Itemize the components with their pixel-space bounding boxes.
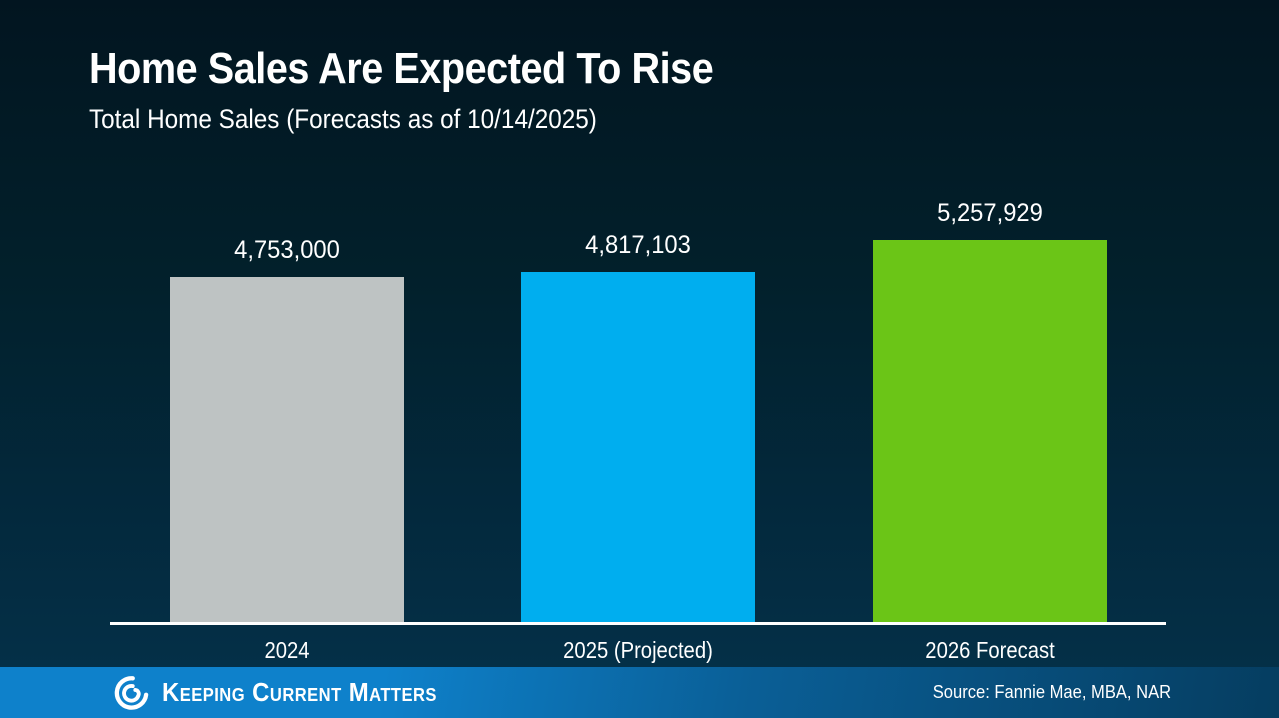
bar-rect-2026-forecast (873, 240, 1107, 622)
bar-group-2026-forecast: 5,257,929 2026 Forecast (873, 199, 1107, 663)
value-label: 4,753,000 (234, 236, 340, 264)
bar-group-2025-projected: 4,817,103 2025 (Projected) (521, 231, 755, 663)
value-label: 4,817,103 (585, 231, 691, 259)
brand-lockup: Keeping Current Matters (112, 667, 461, 718)
source-attribution: Source: Fannie Mae, MBA, NAR (932, 682, 1171, 702)
brand-name: Keeping Current Matters (162, 677, 437, 707)
category-label: 2024 (264, 637, 310, 663)
page-subtitle: Total Home Sales (Forecasts as of 10/14/… (89, 104, 597, 134)
category-label: 2025 (Projected) (563, 637, 713, 663)
value-label: 5,257,929 (937, 199, 1043, 227)
page-title: Home Sales Are Expected To Rise (89, 44, 714, 93)
category-label: 2026 Forecast (925, 637, 1055, 663)
x-axis-line (110, 622, 1166, 625)
bar-rect-2025-projected (521, 272, 755, 622)
kcm-swirl-logo-icon (114, 675, 149, 710)
bar-group-2024: 4,753,000 2024 (170, 236, 404, 663)
footer-bar: Keeping Current Matters Source: Fannie M… (0, 667, 1279, 718)
bar-rect-2024 (170, 277, 404, 622)
